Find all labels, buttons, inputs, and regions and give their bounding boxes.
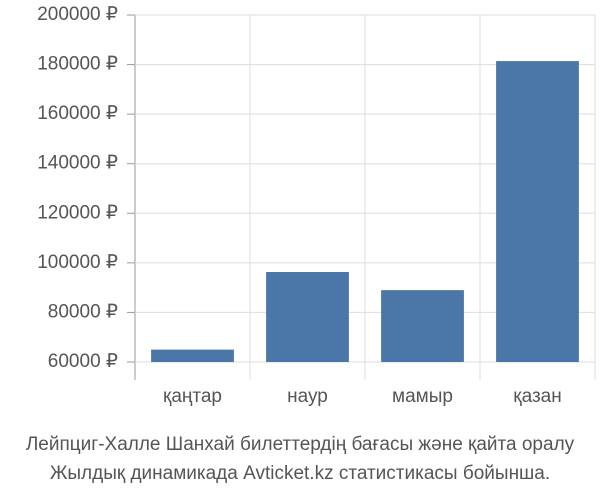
y-tick-label: 200000 ₽: [37, 4, 118, 25]
chart: 60000 ₽ 80000 ₽ 100000 ₽ 120000 ₽ 140000 ₽ 16…: [37, 4, 596, 407]
y-tick-label: 160000 ₽: [37, 103, 118, 124]
chart-title: Лейпциг-Халле Шанхай билеттердің бағасы …: [25, 434, 575, 484]
x-tick-label: мамыр: [392, 386, 453, 407]
x-tick-label: наур: [287, 386, 328, 407]
bar: [266, 272, 349, 362]
bar: [496, 61, 579, 362]
y-tick-label: 100000 ₽: [37, 252, 118, 273]
x-tick-label: қазан: [513, 386, 561, 407]
x-tick-label: қаңтар: [163, 386, 222, 407]
bar: [381, 290, 464, 362]
y-tick-label: 140000 ₽: [37, 153, 118, 174]
y-tick-label: 80000 ₽: [48, 301, 118, 322]
y-tick-label: 120000 ₽: [37, 202, 118, 223]
y-tick-label: 180000 ₽: [37, 54, 118, 75]
bar: [151, 349, 234, 362]
y-tick-label: 60000 ₽: [48, 351, 118, 372]
